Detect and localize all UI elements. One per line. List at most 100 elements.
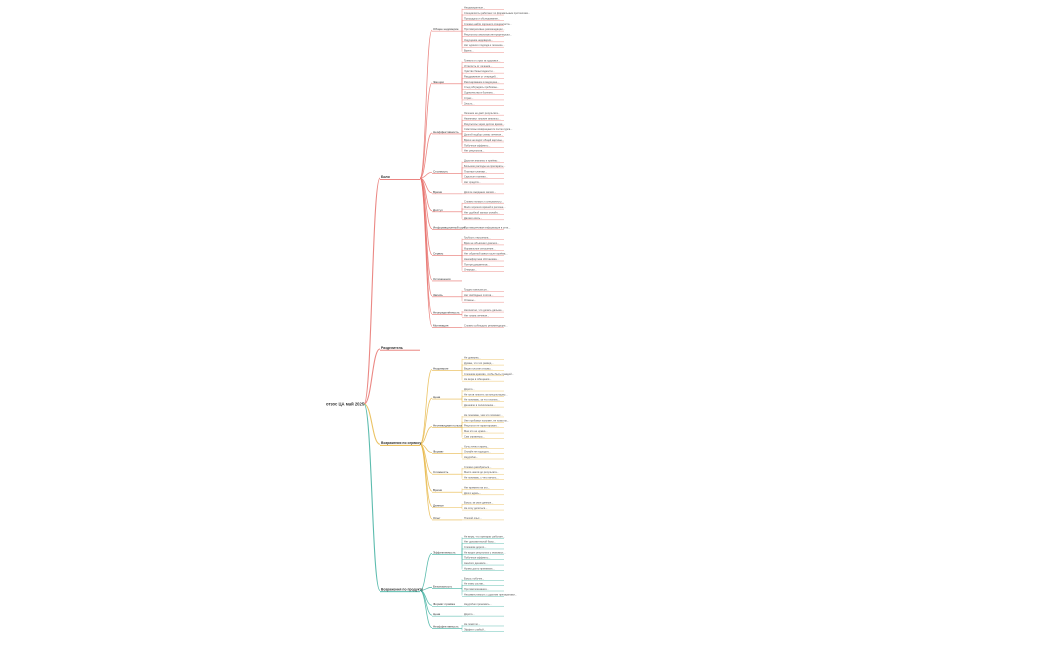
- leaf-node[interactable]: Усталость от лечения...: [464, 64, 493, 68]
- group-node[interactable]: Неочевидная польза: [433, 424, 462, 428]
- group-node[interactable]: Цена: [433, 612, 441, 616]
- leaf-node[interactable]: Специалисты работают по формальным прото…: [464, 11, 530, 15]
- leaf-node[interactable]: Уже пробовал похожее, не помогло...: [464, 418, 509, 422]
- leaf-node[interactable]: Назначают лишние анализы...: [464, 117, 501, 121]
- group-node[interactable]: Сервис: [433, 252, 444, 256]
- leaf-node[interactable]: Хочу лично к врачу...: [464, 444, 489, 448]
- leaf-node[interactable]: Неудобно...: [464, 455, 478, 459]
- leaf-node[interactable]: Нет плана лечения...: [464, 313, 489, 317]
- leaf-node[interactable]: Не видел результата у знакомых...: [464, 550, 506, 554]
- leaf-node[interactable]: Нет результата...: [464, 149, 485, 153]
- leaf-node[interactable]: Плохой опыт...: [464, 516, 482, 520]
- branch-node[interactable]: Боли: [381, 175, 390, 179]
- leaf-node[interactable]: Долго ждать...: [464, 491, 481, 495]
- leaf-node[interactable]: Не верю в обещания...: [464, 377, 492, 381]
- leaf-node[interactable]: Не понимаю, с чего начать...: [464, 476, 499, 480]
- leaf-node[interactable]: Сложно соблюдать рекомендации...: [464, 323, 508, 327]
- group-node[interactable]: Неэффективность: [433, 625, 459, 629]
- group-node[interactable]: Стоимость: [433, 169, 448, 173]
- leaf-node[interactable]: Аналоги дешевле...: [464, 561, 488, 565]
- leaf-node[interactable]: Далеко ехать...: [464, 216, 483, 220]
- leaf-node[interactable]: Противоречивые рекомендации...: [464, 27, 505, 31]
- leaf-node[interactable]: Не помогло...: [464, 622, 480, 626]
- leaf-node[interactable]: Нужно долго принимать...: [464, 566, 495, 570]
- root-node[interactable]: отзос ЦА май 2025: [326, 402, 365, 407]
- leaf-node[interactable]: Скрытые платежи...: [464, 175, 488, 179]
- leaf-node[interactable]: Нет доказательной базы...: [464, 540, 496, 544]
- leaf-node[interactable]: Не доверяю...: [464, 356, 481, 360]
- leaf-node[interactable]: Грубость персонала...: [464, 236, 491, 240]
- group-node[interactable]: Осложнения: [433, 277, 451, 281]
- leaf-node[interactable]: Мало хороших врачей в регионе...: [464, 205, 506, 209]
- leaf-node[interactable]: Боюсь за свои данные...: [464, 501, 494, 505]
- group-node[interactable]: Цена: [433, 395, 441, 399]
- branch-node[interactable]: Разделитель: [381, 346, 403, 350]
- leaf-node[interactable]: Думаю, что это развод...: [464, 361, 494, 365]
- leaf-node[interactable]: Сложно разобраться...: [464, 465, 492, 469]
- leaf-node[interactable]: Побочные эффекты...: [464, 556, 491, 560]
- leaf-node[interactable]: Побочные эффекты...: [464, 143, 491, 147]
- group-node[interactable]: Эффективность: [433, 550, 456, 554]
- group-node[interactable]: Безопасность: [433, 584, 453, 588]
- leaf-node[interactable]: Ощущение недоверия...: [464, 38, 493, 42]
- branch-node[interactable]: Возражения по сервису: [381, 441, 421, 445]
- leaf-node[interactable]: Противоречивая информация в сети...: [464, 226, 511, 230]
- leaf-node[interactable]: Врачи не видят общей картины...: [464, 138, 504, 142]
- leaf-node[interactable]: Не хочу делиться...: [464, 506, 488, 510]
- group-node[interactable]: Доступ: [433, 208, 443, 212]
- leaf-node[interactable]: Слишком дорого...: [464, 545, 487, 549]
- leaf-node[interactable]: Долгий подбор схемы лечения...: [464, 133, 503, 137]
- group-node[interactable]: Недоверие: [433, 366, 449, 370]
- leaf-node[interactable]: Не понимаю, чем это поможет...: [464, 413, 503, 417]
- leaf-node[interactable]: Очереди...: [464, 268, 477, 272]
- leaf-node[interactable]: Онлайн не подходит...: [464, 450, 491, 454]
- group-node[interactable]: Информационный шум: [433, 226, 465, 230]
- branch-node[interactable]: Возражения по продукту: [381, 588, 423, 592]
- leaf-node[interactable]: Результаты анализов интерпретируют...: [464, 32, 512, 36]
- leaf-node[interactable]: Отмены...: [464, 298, 476, 302]
- leaf-node[interactable]: Эффект слабый...: [464, 627, 486, 631]
- leaf-node[interactable]: Нет свободных слотов...: [464, 293, 494, 297]
- leaf-node[interactable]: Врачи...: [464, 49, 474, 53]
- leaf-node[interactable]: Неоднократные...: [464, 6, 485, 10]
- leaf-node[interactable]: Непонятно, что делать дальше...: [464, 308, 504, 312]
- leaf-node[interactable]: Стыд обсуждать проблемы...: [464, 85, 499, 89]
- leaf-node[interactable]: Некомфортная обстановка...: [464, 257, 499, 261]
- leaf-node[interactable]: Нет средств...: [464, 180, 481, 184]
- leaf-node[interactable]: Одиночество в болезни...: [464, 91, 495, 95]
- leaf-node[interactable]: Формальное отношение...: [464, 246, 496, 250]
- leaf-node[interactable]: Разочарование в медицине...: [464, 80, 500, 84]
- leaf-node[interactable]: Несовместимость с другими препаратами...: [464, 592, 517, 596]
- leaf-node[interactable]: Не готов платить за консультацию...: [464, 392, 508, 396]
- leaf-node[interactable]: Злость...: [464, 101, 475, 105]
- leaf-node[interactable]: Платные клиники...: [464, 169, 487, 173]
- leaf-node[interactable]: Дешевле в поликлинике...: [464, 403, 496, 407]
- leaf-node[interactable]: Слишком красиво, чтобы быть правдой...: [464, 372, 514, 376]
- group-node[interactable]: Сложность: [433, 470, 449, 474]
- group-node[interactable]: Неопределённость: [433, 311, 460, 315]
- leaf-node[interactable]: Не понимаю, за что платить...: [464, 398, 500, 402]
- leaf-node[interactable]: Сам справлюсь...: [464, 434, 485, 438]
- leaf-node[interactable]: Не верю, что препарат работает...: [464, 534, 505, 538]
- leaf-node[interactable]: Результаты через долгое время...: [464, 122, 505, 126]
- leaf-node[interactable]: Чувство безысходности...: [464, 69, 495, 73]
- leaf-node[interactable]: Много шагов до результата...: [464, 470, 499, 474]
- leaf-node[interactable]: Не знаю состав...: [464, 582, 485, 586]
- leaf-node[interactable]: Дорого...: [464, 612, 475, 616]
- leaf-node[interactable]: Тревога и страх за здоровье...: [464, 58, 501, 62]
- leaf-node[interactable]: Нет единого подхода к лечению...: [464, 43, 505, 47]
- leaf-node[interactable]: Дорого...: [464, 387, 475, 391]
- leaf-node[interactable]: Дорогие анализы и приёмы...: [464, 159, 500, 163]
- leaf-node[interactable]: Большие расходы на препараты...: [464, 164, 506, 168]
- leaf-node[interactable]: Результат не гарантирован...: [464, 424, 499, 428]
- leaf-node[interactable]: Потеря документов...: [464, 262, 490, 266]
- leaf-node[interactable]: Страх...: [464, 96, 474, 100]
- leaf-node[interactable]: Сложно попасть к специалисту...: [464, 200, 504, 204]
- group-node[interactable]: Общее недоверие: [433, 27, 459, 31]
- leaf-node[interactable]: Нет времени на это...: [464, 485, 490, 489]
- group-node[interactable]: Мотивация: [433, 323, 449, 327]
- group-node[interactable]: Формат приёма: [433, 602, 455, 606]
- leaf-node[interactable]: Долгое ожидание записи...: [464, 190, 496, 194]
- leaf-node[interactable]: Противопоказания...: [464, 587, 489, 591]
